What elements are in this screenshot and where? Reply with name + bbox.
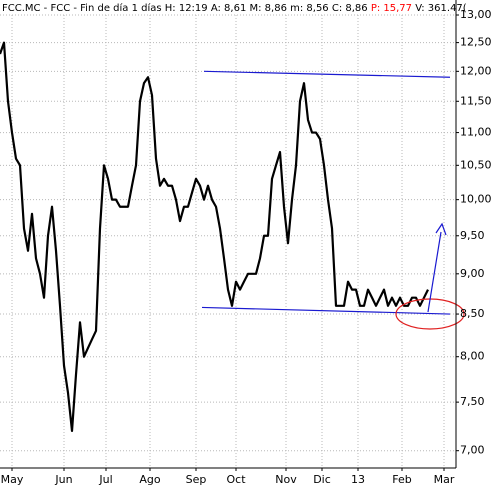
grid bbox=[0, 0, 456, 468]
y-tick-label: 11,00 bbox=[460, 126, 492, 139]
x-tick-label: May bbox=[1, 473, 24, 486]
y-tick-label: 8,50 bbox=[460, 307, 485, 320]
header-part: FCC.MC - FCC - Fin de día 1 días H: 12:1… bbox=[2, 2, 368, 14]
header: FCC.MC - FCC - Fin de día 1 días H: 12:1… bbox=[2, 2, 467, 14]
arrow-line bbox=[427, 231, 442, 313]
x-tick-label: Dic bbox=[313, 473, 331, 486]
y-tick-label: 10,00 bbox=[460, 193, 492, 206]
x-tick-label: Nov bbox=[275, 473, 297, 486]
arrow-head bbox=[435, 222, 447, 236]
price-line bbox=[0, 41, 429, 432]
x-tick-label: 13 bbox=[351, 473, 365, 486]
header-part: P: 15,77 bbox=[371, 3, 412, 14]
x-tick-label: Sep bbox=[186, 473, 207, 486]
x-tick-label: Jul bbox=[98, 473, 112, 486]
x-tick-label: Jun bbox=[54, 473, 72, 486]
y-tick-label: 13,00 bbox=[460, 8, 492, 21]
y-tick-label: 7,00 bbox=[460, 444, 485, 457]
y-tick-label: 10,50 bbox=[460, 158, 492, 171]
plot bbox=[0, 41, 451, 432]
x-tick-label: Feb bbox=[392, 473, 411, 486]
y-tick-label: 9,50 bbox=[460, 229, 485, 242]
y-tick-label: 12,50 bbox=[460, 36, 492, 49]
y-tick-label: 11,50 bbox=[460, 94, 492, 107]
y-tick-label: 8,00 bbox=[460, 350, 485, 363]
trend-line bbox=[203, 70, 451, 78]
y-tick-label: 9,00 bbox=[460, 267, 485, 280]
y-tick-label: 7,50 bbox=[460, 395, 485, 408]
trend-line bbox=[201, 306, 451, 315]
y-tick-label: 12,00 bbox=[460, 64, 492, 77]
x-tick-label: Mar bbox=[434, 473, 455, 486]
axes: 7,00 7,50 8,00 8,50 9,00 9,50 10,00 10,50 11,00 1… bbox=[1, 8, 492, 486]
header-part: V: 361.47( bbox=[415, 3, 467, 14]
x-tick-label: Oct bbox=[226, 473, 246, 486]
x-tick-label: Ago bbox=[139, 473, 161, 486]
header-bg bbox=[0, 0, 456, 14]
